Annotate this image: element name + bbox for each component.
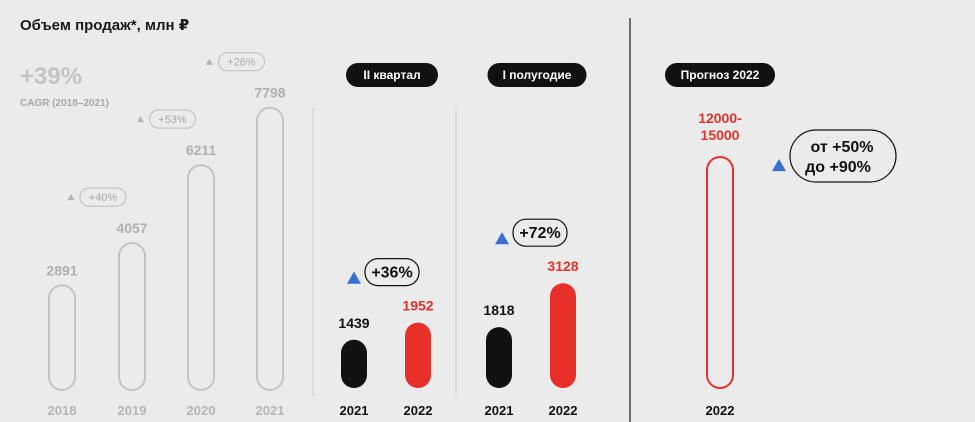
growth-arrow-icon <box>206 58 213 65</box>
value-label-forecast: 15000 <box>701 127 740 143</box>
value-label-2021: 1439 <box>338 315 369 331</box>
growth-pill <box>79 187 127 207</box>
bar-forecast-2022 <box>706 156 734 389</box>
growth-label: +72% <box>519 225 560 242</box>
growth-label: +26% <box>227 57 256 69</box>
bar-2021 <box>486 327 512 388</box>
tick-2022: 2022 <box>706 403 735 418</box>
growth-pill <box>512 218 568 247</box>
growth-arrow-icon <box>67 194 75 201</box>
period-label: I полугодие <box>503 68 572 82</box>
bar-2018 <box>48 284 76 391</box>
bar-2021 <box>256 106 284 391</box>
value-label-2020: 6211 <box>186 142 217 158</box>
growth-label: +53% <box>158 114 187 126</box>
growth-label: до +90% <box>805 159 871 176</box>
cagr-value: +39% <box>20 63 82 90</box>
growth-label: от +50% <box>810 139 873 156</box>
bar-2019 <box>118 242 146 391</box>
period-label: II квартал <box>363 68 420 82</box>
value-label-2019: 4057 <box>116 220 147 236</box>
period-pill <box>487 63 587 87</box>
growth-pill <box>217 52 266 72</box>
bar-2021 <box>341 339 367 388</box>
period-pill <box>346 63 438 87</box>
growth-arrow-icon <box>347 271 361 284</box>
tick-2022: 2022 <box>549 403 578 418</box>
chart-title: Объем продаж*, млн ₽ <box>20 17 189 34</box>
growth-label: +36% <box>371 265 412 282</box>
tick-2021: 2021 <box>340 403 369 418</box>
bar-2022 <box>405 322 431 388</box>
growth-arrow-icon <box>137 116 144 123</box>
growth-label: +40% <box>89 192 118 204</box>
value-label-forecast: 12000- <box>698 110 742 126</box>
value-label-2021: 1818 <box>483 302 514 318</box>
growth-pill <box>789 129 897 183</box>
tick-2020: 2020 <box>187 403 216 418</box>
growth-arrow-icon <box>772 158 786 172</box>
growth-arrow-icon <box>495 232 509 245</box>
cagr-label: CAGR (2018–2021) <box>20 98 109 109</box>
tick-2022: 2022 <box>404 403 433 418</box>
bar-2020 <box>187 164 215 391</box>
value-label-2021: 7798 <box>254 85 285 101</box>
growth-pill <box>148 109 197 129</box>
value-label-2022: 1952 <box>402 298 433 314</box>
growth-pill <box>364 258 420 287</box>
period-pill <box>665 63 775 87</box>
value-label-2022: 3128 <box>547 258 578 274</box>
tick-2018: 2018 <box>48 403 77 418</box>
tick-2019: 2019 <box>118 403 147 418</box>
tick-2021: 2021 <box>256 403 285 418</box>
period-label: Прогноз 2022 <box>681 68 760 82</box>
value-label-2018: 2891 <box>46 262 77 278</box>
bar-2022 <box>550 283 576 388</box>
tick-2021: 2021 <box>485 403 514 418</box>
